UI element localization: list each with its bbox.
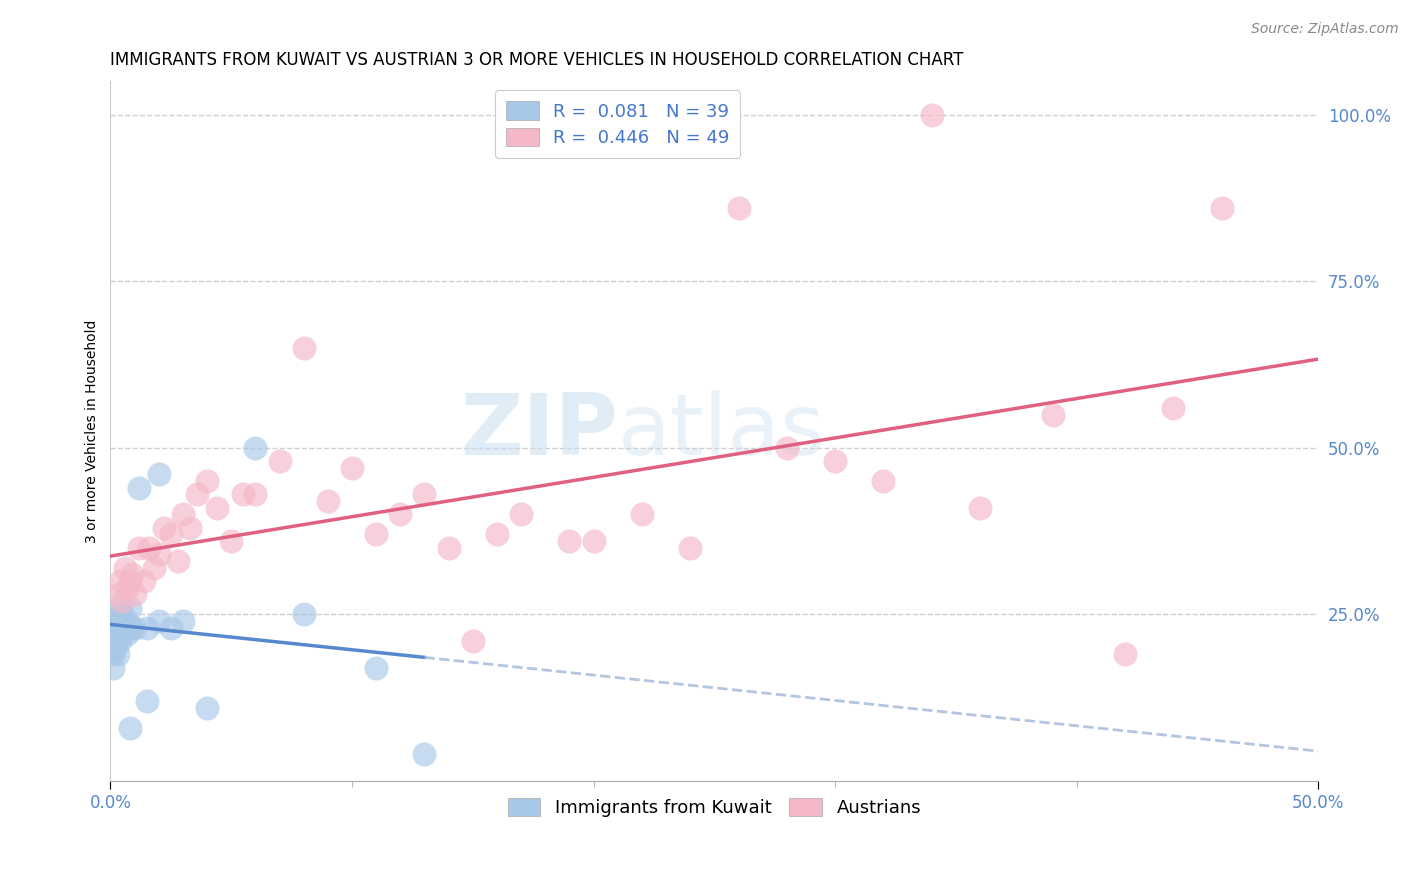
Point — [107, 614, 129, 628]
Point — [121, 567, 143, 582]
Text: ZIP: ZIP — [460, 390, 617, 473]
Point — [292, 607, 315, 622]
Point — [824, 454, 846, 468]
Y-axis label: 3 or more Vehicles in Household: 3 or more Vehicles in Household — [86, 319, 100, 543]
Point — [108, 634, 131, 648]
Point — [148, 548, 170, 562]
Point — [134, 574, 156, 588]
Point — [121, 621, 143, 635]
Point — [269, 454, 291, 468]
Text: IMMIGRANTS FROM KUWAIT VS AUSTRIAN 3 OR MORE VEHICLES IN HOUSEHOLD CORRELATION C: IMMIGRANTS FROM KUWAIT VS AUSTRIAN 3 OR … — [111, 51, 963, 69]
Point — [101, 627, 124, 641]
Point — [124, 621, 146, 635]
Point — [159, 621, 181, 635]
Point — [148, 614, 170, 628]
Point — [118, 600, 141, 615]
Point — [107, 648, 129, 662]
Point — [118, 574, 141, 588]
Point — [340, 460, 363, 475]
Point — [135, 621, 157, 635]
Point — [195, 474, 218, 488]
Point — [172, 508, 194, 522]
Point — [366, 661, 388, 675]
Point — [292, 341, 315, 355]
Legend: Immigrants from Kuwait, Austrians: Immigrants from Kuwait, Austrians — [501, 790, 928, 824]
Point — [316, 494, 339, 508]
Point — [179, 521, 201, 535]
Point — [366, 527, 388, 541]
Point — [1042, 408, 1064, 422]
Point — [107, 627, 129, 641]
Point — [921, 108, 943, 122]
Point — [485, 527, 508, 541]
Point — [776, 441, 799, 455]
Point — [142, 561, 165, 575]
Point — [128, 541, 150, 555]
Point — [138, 541, 160, 555]
Point — [510, 508, 533, 522]
Point — [111, 594, 134, 608]
Point — [135, 694, 157, 708]
Point — [107, 587, 129, 601]
Point — [872, 474, 894, 488]
Point — [159, 527, 181, 541]
Text: Source: ZipAtlas.com: Source: ZipAtlas.com — [1251, 22, 1399, 37]
Point — [117, 627, 139, 641]
Point — [118, 721, 141, 735]
Point — [108, 621, 131, 635]
Point — [124, 587, 146, 601]
Point — [727, 201, 749, 215]
Point — [631, 508, 654, 522]
Point — [1211, 201, 1233, 215]
Point — [108, 600, 131, 615]
Point — [104, 634, 127, 648]
Point — [679, 541, 702, 555]
Point — [148, 467, 170, 482]
Point — [114, 621, 136, 635]
Point — [582, 534, 605, 549]
Point — [389, 508, 412, 522]
Point — [107, 621, 129, 635]
Point — [101, 648, 124, 662]
Point — [245, 441, 267, 455]
Point — [413, 747, 436, 762]
Point — [104, 627, 127, 641]
Point — [117, 614, 139, 628]
Point — [172, 614, 194, 628]
Point — [111, 607, 134, 622]
Point — [101, 640, 124, 655]
Point — [219, 534, 242, 549]
Point — [101, 661, 124, 675]
Point — [114, 561, 136, 575]
Point — [1114, 648, 1136, 662]
Point — [558, 534, 581, 549]
Point — [167, 554, 190, 568]
Point — [111, 627, 134, 641]
Point — [104, 640, 127, 655]
Point — [104, 621, 127, 635]
Point — [101, 634, 124, 648]
Point — [195, 700, 218, 714]
Point — [413, 487, 436, 501]
Point — [437, 541, 460, 555]
Point — [1163, 401, 1185, 415]
Point — [108, 607, 131, 622]
Point — [461, 634, 484, 648]
Point — [108, 574, 131, 588]
Text: atlas: atlas — [617, 390, 825, 473]
Point — [969, 500, 991, 515]
Point — [117, 581, 139, 595]
Point — [232, 487, 254, 501]
Point — [128, 481, 150, 495]
Point — [245, 487, 267, 501]
Point — [205, 500, 228, 515]
Point — [186, 487, 208, 501]
Point — [111, 614, 134, 628]
Point — [152, 521, 174, 535]
